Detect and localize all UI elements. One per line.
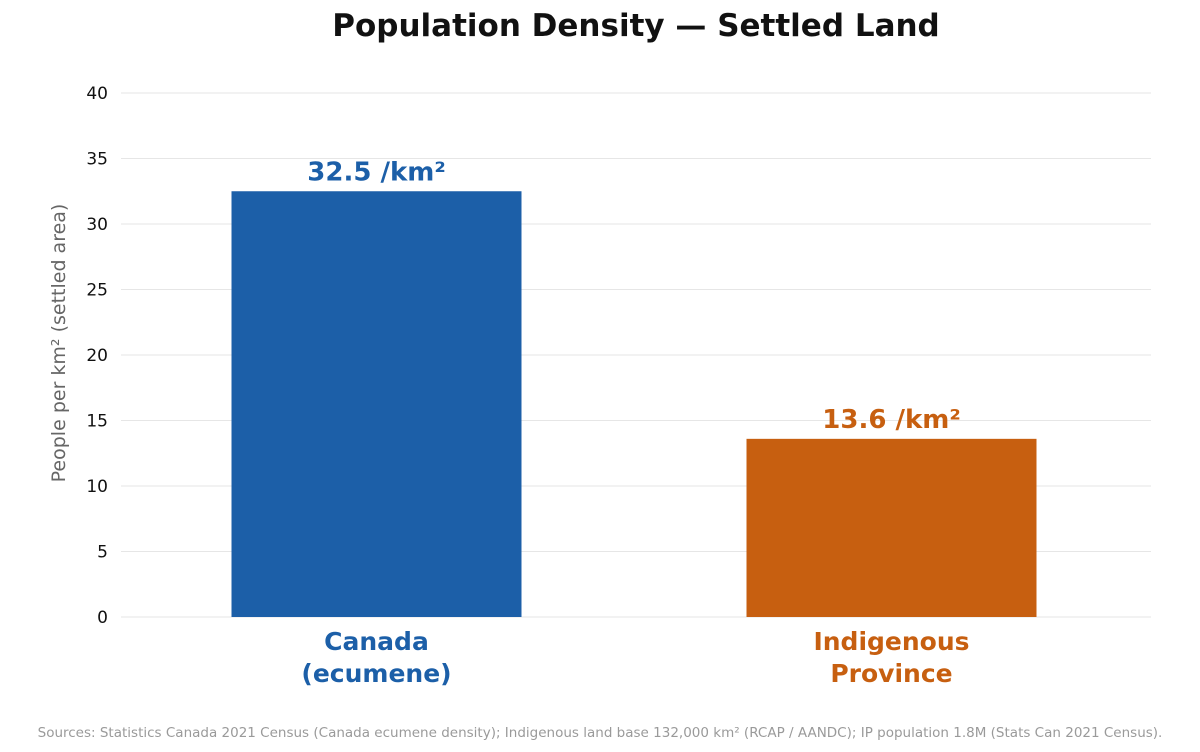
y-tick-label: 0 bbox=[97, 608, 108, 628]
x-axis-categories: Canada (ecumene) Indigenous Province bbox=[301, 627, 969, 688]
y-tick-label: 25 bbox=[86, 281, 108, 301]
y-axis-label: People per km² (settled area) bbox=[48, 204, 70, 483]
source-note: Sources: Statistics Canada 2021 Census (… bbox=[38, 725, 1163, 741]
y-tick-label: 15 bbox=[86, 412, 108, 432]
y-tick-label: 40 bbox=[86, 84, 108, 104]
bar bbox=[746, 438, 1037, 617]
bar-value-label: 32.5 /km² bbox=[307, 157, 445, 187]
y-tick-label: 30 bbox=[86, 215, 108, 235]
y-tick-label: 5 bbox=[97, 543, 108, 563]
x-category-label: Indigenous bbox=[813, 627, 969, 656]
x-category-label: Province bbox=[830, 659, 952, 688]
y-axis-ticks: 0 5 10 15 20 25 30 35 40 bbox=[86, 84, 108, 628]
data-labels: 32.5 /km² 13.6 /km² bbox=[307, 157, 960, 435]
x-category-label: (ecumene) bbox=[301, 659, 451, 688]
bars bbox=[231, 191, 1037, 617]
bar-value-label: 13.6 /km² bbox=[822, 405, 960, 435]
chart-title: Population Density — Settled Land bbox=[332, 8, 940, 44]
y-tick-label: 20 bbox=[86, 346, 108, 366]
bar bbox=[231, 191, 522, 617]
y-tick-label: 10 bbox=[86, 477, 108, 497]
y-tick-label: 35 bbox=[86, 150, 108, 170]
x-category-label: Canada bbox=[324, 627, 429, 656]
